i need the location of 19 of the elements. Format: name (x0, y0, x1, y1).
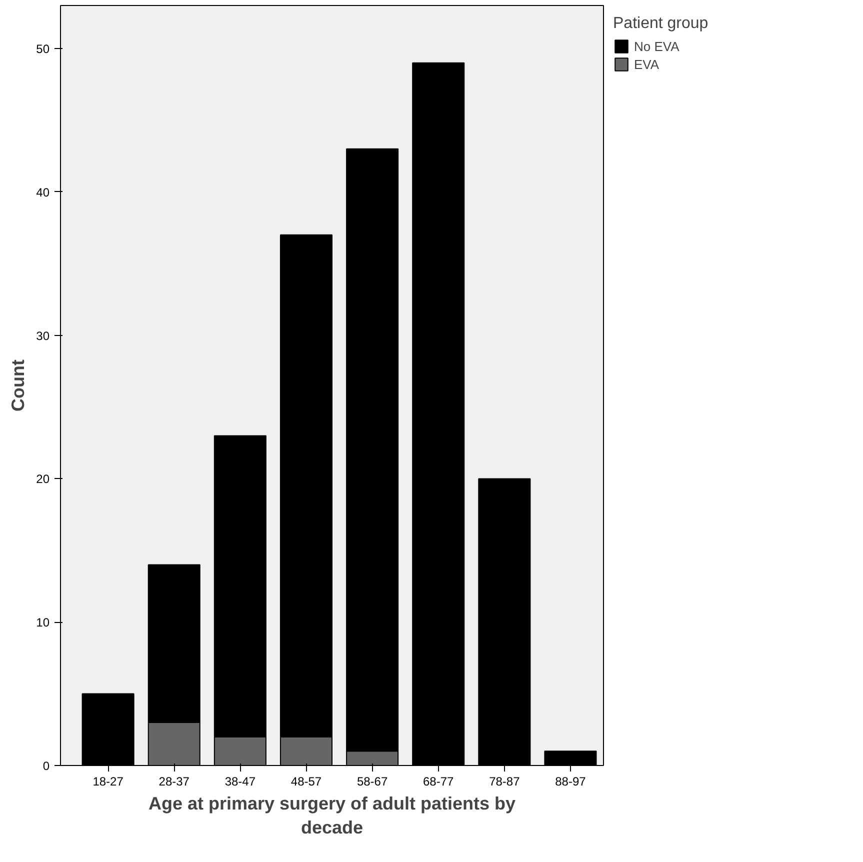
legend-label: No EVA (634, 38, 680, 54)
y-tick-label: 20 (36, 472, 50, 486)
y-tick-label: 10 (36, 616, 50, 630)
y-tick-label: 40 (36, 185, 50, 200)
x-tick-label: 68-77 (423, 774, 454, 788)
y-tick-label: 50 (36, 42, 50, 56)
y-tick-label: 30 (36, 328, 50, 343)
x-tick-label: 78-87 (489, 774, 520, 788)
y-axis-title: Count (8, 360, 28, 412)
x-tick-label: 38-47 (224, 774, 256, 788)
x-tick-label: 18-27 (92, 774, 124, 788)
y-tick-label: 0 (42, 759, 50, 773)
x-tick-label: 48-57 (290, 774, 322, 788)
x-tick-label: 28-37 (158, 774, 190, 788)
x-tick-label: 88-97 (555, 774, 586, 788)
x-tick-label: 58-67 (356, 774, 388, 788)
x-axis-title: Age at primary surgery of adult patients by decade (148, 794, 516, 838)
legend-label: EVA (634, 56, 660, 72)
legend-title: Patient group (613, 15, 708, 33)
